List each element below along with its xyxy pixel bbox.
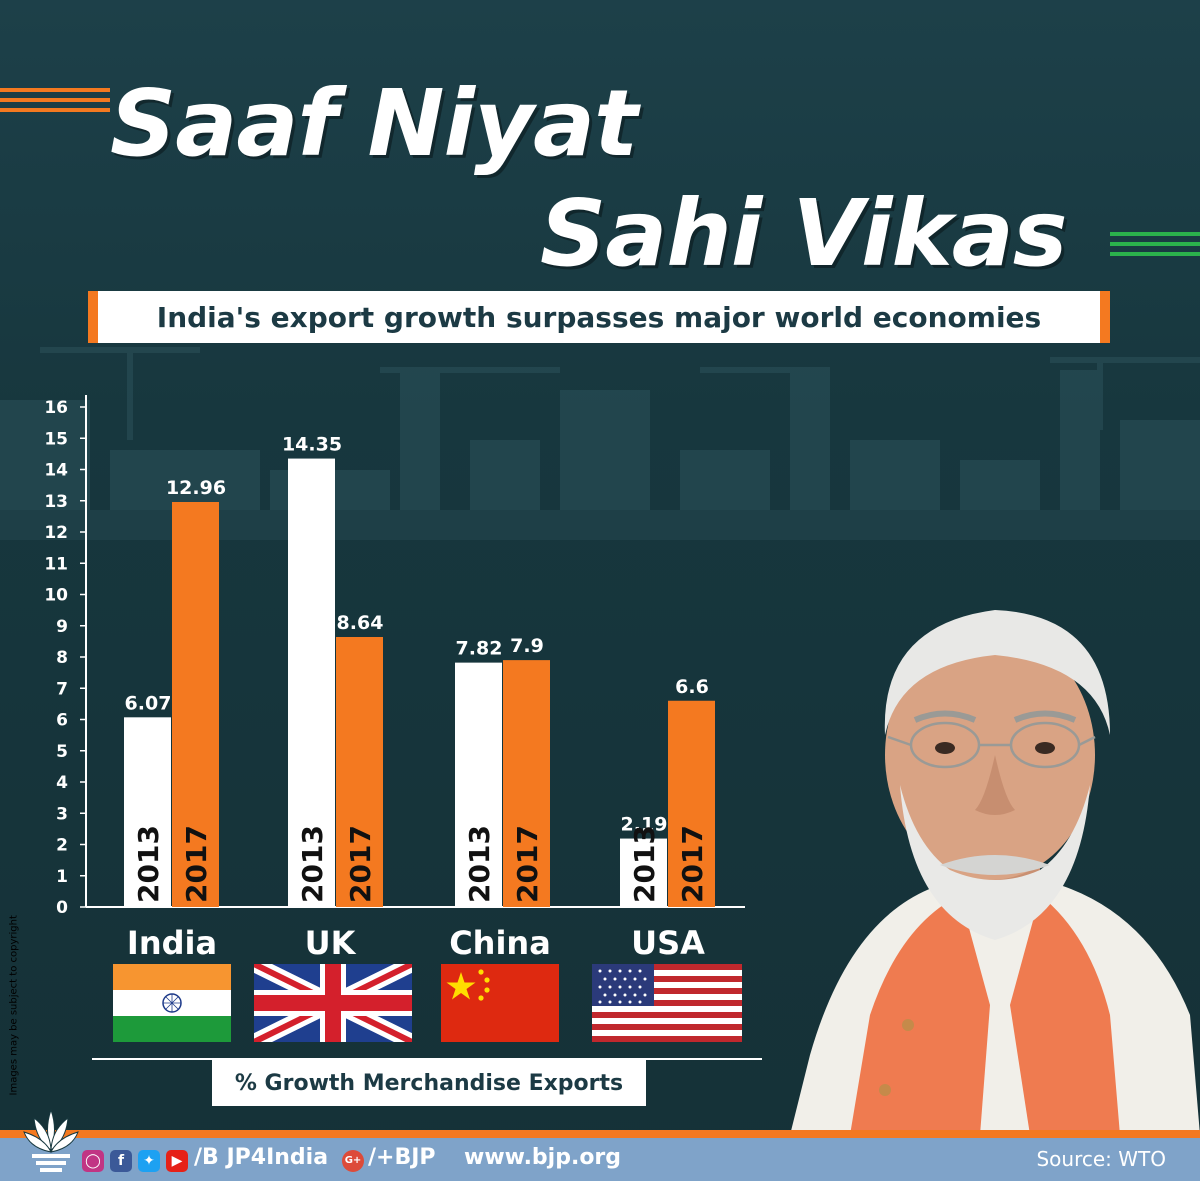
y-tick-label: 12	[44, 523, 68, 543]
website-link[interactable]: www.bjp.org	[464, 1145, 622, 1170]
bar-uk-2017	[336, 637, 383, 907]
y-tick-label: 7	[56, 679, 68, 699]
x-axis-label: % Growth Merchandise Exports	[234, 1070, 624, 1096]
data-label: 2.19	[621, 814, 668, 836]
bar-usa-2017	[668, 700, 715, 907]
data-label: 8.64	[337, 612, 384, 634]
google-plus-glyph: G+	[344, 1155, 362, 1166]
series-year-label: 2013	[463, 825, 496, 903]
footer-bar	[0, 1138, 1200, 1181]
x-axis-label-box: % Growth Merchandise Exports	[212, 1060, 646, 1106]
bar-usa-2013	[620, 838, 667, 907]
y-tick-label: 8	[56, 648, 68, 668]
portrait-illustration	[790, 610, 1200, 1135]
footer-accent-stripe	[0, 1130, 1200, 1138]
usa-flag-icon	[592, 964, 742, 1042]
data-label: 7.9	[510, 635, 544, 657]
series-year-label: 2017	[180, 825, 213, 903]
y-tick-label: 1	[56, 867, 68, 887]
twitter-glyph: ✦	[143, 1153, 155, 1169]
subtitle: India's export growth surpasses major wo…	[156, 300, 1042, 334]
country-label-china: China	[449, 924, 551, 962]
y-tick-label: 10	[44, 586, 68, 606]
accent-stripe-green	[1110, 232, 1200, 236]
y-tick-label: 5	[56, 742, 68, 762]
subtitle-banner: India's export growth surpasses major wo…	[88, 291, 1110, 343]
instagram-icon[interactable]: ◯	[82, 1150, 104, 1172]
google-plus-icon[interactable]: G+	[342, 1150, 364, 1172]
india-flag-icon	[113, 964, 231, 1042]
bar-china-2017	[503, 660, 550, 907]
y-tick-label: 13	[44, 492, 68, 512]
youtube-glyph: ▶	[171, 1153, 183, 1169]
source-note: Source: WTO	[1036, 1147, 1166, 1171]
bar-uk-2013	[288, 458, 335, 907]
y-tick-label: 6	[56, 711, 68, 731]
title-line-2: Sahi Vikas	[540, 180, 1068, 287]
copyright-note: Images may be subject to copyright	[8, 915, 20, 1096]
y-tick-label: 3	[56, 804, 68, 824]
data-label: 7.82	[456, 638, 503, 660]
data-label: 6.6	[675, 676, 709, 698]
y-tick-label: 15	[44, 429, 68, 449]
y-tick-label: 11	[44, 554, 68, 574]
series-year-label: 2013	[628, 825, 661, 903]
accent-stripe-orange	[0, 98, 110, 102]
data-label: 14.35	[282, 434, 342, 456]
accent-stripe-orange	[0, 88, 110, 92]
bar-chart: 0123456789101112131415166.07201312.96201…	[44, 395, 745, 918]
china-flag-icon	[441, 964, 559, 1042]
data-label: 6.07	[125, 692, 172, 714]
series-year-label: 2013	[296, 825, 329, 903]
data-label: 12.96	[166, 477, 226, 499]
accent-stripe-green	[1110, 242, 1200, 246]
y-tick-label: 0	[56, 898, 68, 918]
lotus-logo-icon	[23, 1108, 79, 1172]
accent-stripe-green	[1110, 252, 1200, 256]
instagram-glyph: ◯	[85, 1153, 101, 1169]
country-label-usa: USA	[631, 924, 705, 962]
series-year-label: 2017	[511, 825, 544, 903]
series-year-label: 2017	[344, 825, 377, 903]
series-year-label: 2017	[676, 825, 709, 903]
country-label-india: India	[126, 924, 218, 962]
y-tick-label: 14	[44, 461, 68, 481]
y-tick-label: 16	[44, 398, 68, 418]
facebook-icon[interactable]: f	[110, 1150, 132, 1172]
youtube-icon[interactable]: ▶	[166, 1150, 188, 1172]
accent-stripe-orange	[0, 108, 110, 112]
series-year-label: 2013	[132, 825, 165, 903]
facebook-glyph: f	[117, 1153, 125, 1169]
bar-india-2013	[124, 717, 171, 907]
twitter-icon[interactable]: ✦	[138, 1150, 160, 1172]
social-handle[interactable]: /B JP4India	[194, 1145, 329, 1170]
bar-india-2017	[172, 502, 219, 907]
uk-flag-icon	[254, 964, 412, 1042]
flags-divider-line	[92, 1058, 762, 1060]
y-tick-label: 4	[56, 773, 68, 793]
country-label-uk: UK	[304, 924, 356, 962]
bar-china-2013	[455, 662, 502, 907]
y-tick-label: 9	[56, 617, 68, 637]
title-line-1: Saaf Niyat	[110, 70, 638, 177]
google-plus-handle[interactable]: /+BJP	[368, 1145, 436, 1170]
y-tick-label: 2	[56, 836, 68, 856]
